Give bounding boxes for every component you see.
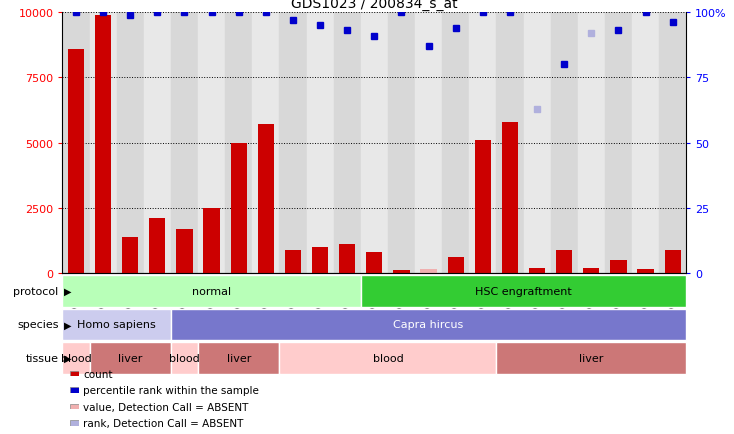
Text: normal: normal <box>192 286 231 296</box>
Bar <box>334 13 361 273</box>
Bar <box>171 13 198 273</box>
Text: liver: liver <box>227 353 251 363</box>
Bar <box>502 122 518 273</box>
Text: Homo sapiens: Homo sapiens <box>77 320 156 329</box>
Text: ▶: ▶ <box>64 353 71 363</box>
Text: blood: blood <box>169 353 200 363</box>
Text: Capra hircus: Capra hircus <box>393 320 464 329</box>
Bar <box>280 342 496 374</box>
Bar <box>176 229 192 273</box>
Bar <box>258 125 274 273</box>
Text: species: species <box>17 320 59 329</box>
Bar <box>90 13 117 273</box>
Bar <box>475 141 491 273</box>
Bar <box>122 237 138 273</box>
Bar <box>198 342 280 374</box>
Text: ▶: ▶ <box>64 286 71 296</box>
Text: percentile rank within the sample: percentile rank within the sample <box>83 385 259 395</box>
Bar <box>469 13 496 273</box>
Bar <box>556 250 573 273</box>
Bar <box>659 13 686 273</box>
Bar <box>388 13 415 273</box>
Text: count: count <box>83 369 112 378</box>
Bar <box>307 13 334 273</box>
Bar <box>339 245 355 273</box>
Bar <box>366 253 382 273</box>
Text: liver: liver <box>118 353 142 363</box>
Bar <box>203 208 219 273</box>
Title: GDS1023 / 200834_s_at: GDS1023 / 200834_s_at <box>291 0 458 10</box>
Bar <box>496 13 523 273</box>
Bar <box>117 13 144 273</box>
Bar <box>529 268 545 273</box>
Text: blood: blood <box>61 353 91 363</box>
Bar <box>611 260 627 273</box>
Bar <box>62 309 171 340</box>
Bar <box>632 13 659 273</box>
Text: ▶: ▶ <box>64 320 71 329</box>
Bar <box>421 270 437 273</box>
Bar <box>584 268 600 273</box>
Bar <box>664 250 681 273</box>
Bar <box>149 219 165 273</box>
Bar <box>62 342 90 374</box>
Text: rank, Detection Call = ABSENT: rank, Detection Call = ABSENT <box>83 418 243 428</box>
Bar <box>393 271 410 273</box>
Bar <box>68 49 84 273</box>
Bar <box>637 270 654 273</box>
Bar <box>523 13 550 273</box>
Text: protocol: protocol <box>13 286 59 296</box>
Bar <box>62 276 361 307</box>
Bar <box>144 13 171 273</box>
Text: blood: blood <box>373 353 403 363</box>
Bar <box>361 13 388 273</box>
Bar <box>95 16 112 273</box>
Bar <box>442 13 469 273</box>
Bar <box>280 13 307 273</box>
Bar <box>578 13 605 273</box>
Bar <box>171 309 686 340</box>
Bar <box>496 342 686 374</box>
Bar <box>448 258 464 273</box>
Text: HSC engraftment: HSC engraftment <box>475 286 572 296</box>
Bar <box>225 13 252 273</box>
Bar <box>605 13 632 273</box>
Bar <box>252 13 280 273</box>
Bar <box>90 342 171 374</box>
Bar <box>285 250 301 273</box>
Bar <box>62 13 90 273</box>
Bar <box>415 13 442 273</box>
Bar <box>312 247 328 273</box>
Text: tissue: tissue <box>26 353 59 363</box>
Bar <box>550 13 578 273</box>
Text: liver: liver <box>579 353 603 363</box>
Text: value, Detection Call = ABSENT: value, Detection Call = ABSENT <box>83 402 248 411</box>
Bar <box>171 342 198 374</box>
Bar <box>361 276 686 307</box>
Bar <box>230 143 247 273</box>
Bar <box>198 13 225 273</box>
